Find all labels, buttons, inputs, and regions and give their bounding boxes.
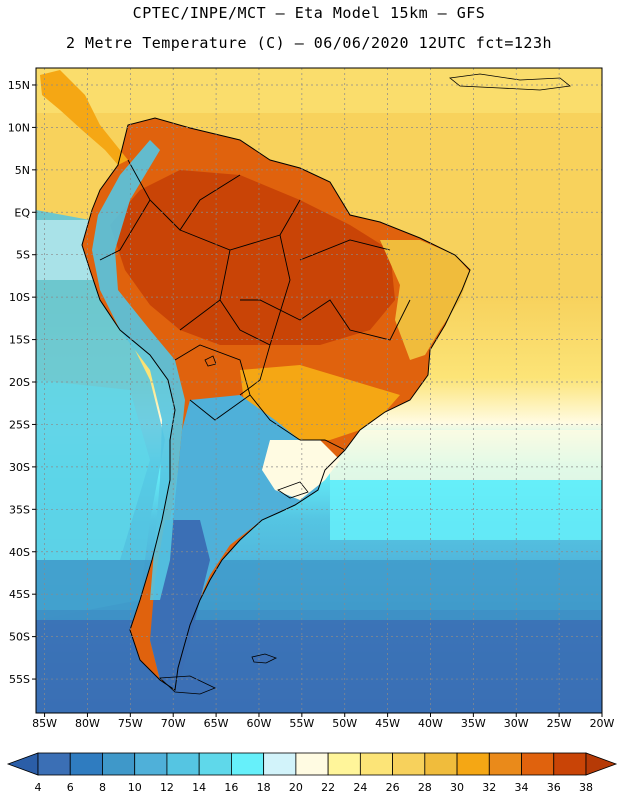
colorbar-level-label: 4 (35, 781, 42, 794)
lat-tick-label: 30S (9, 461, 30, 474)
caribbean-band (36, 68, 602, 113)
colorbar-box (553, 752, 587, 776)
lon-tick-label: 30W (504, 717, 529, 730)
longitude-axis: 85W 80W 75W 70W 65W 60W 55W 50W 45W 40W 35W 30W 25W 2… (32, 713, 615, 730)
lat-tick-label: 40S (9, 546, 30, 559)
map-field (36, 68, 602, 713)
lon-tick-label: 60W (247, 717, 272, 730)
colorbar-box (488, 752, 522, 776)
colorbar-level-label: 36 (547, 781, 561, 794)
andes-ridge (92, 140, 185, 600)
lat-tick-label: 25S (9, 418, 30, 431)
uruguay-region (262, 440, 340, 500)
colorbar-level-label: 22 (321, 781, 335, 794)
colorbar-box (134, 752, 168, 776)
colorbar-box (37, 752, 71, 776)
colorbar-level-label: 14 (192, 781, 206, 794)
amazon-hot-core (110, 170, 395, 345)
lon-tick-label: 75W (118, 717, 143, 730)
colorbar-level-label: 18 (257, 781, 271, 794)
colorbar-box (424, 752, 458, 776)
lat-tick-label: 50S (9, 631, 30, 644)
colorbar-labels: 4 6 8 10 12 14 16 18 20 22 24 26 28 30 32 34 36 38 (35, 781, 594, 794)
latitude-axis: 15N 10N 5N EQ 5S 10S 15S 20S 25S 30S 35S 40S 45S 50S 5… (8, 79, 36, 686)
lat-tick-label: EQ (14, 206, 30, 219)
colorbar-box (263, 752, 297, 776)
lat-tick-label: 15S (9, 334, 30, 347)
lon-tick-label: 35W (461, 717, 486, 730)
country-borders (99, 159, 411, 451)
colorbar-level-label: 20 (289, 781, 303, 794)
lon-tick-label: 50W (332, 717, 357, 730)
colorbar-box (327, 752, 361, 776)
pacific-mid (36, 380, 150, 560)
colorbar-level-label: 30 (450, 781, 464, 794)
lon-tick-label: 80W (75, 717, 100, 730)
colorbar-level-label: 6 (67, 781, 74, 794)
caribbean-islands (449, 73, 571, 91)
colorbar-level-label: 10 (128, 781, 142, 794)
colorbar-box (69, 752, 103, 776)
lat-tick-label: 5N (15, 164, 30, 177)
colorbar-box (102, 752, 136, 776)
lat-tick-label: 15N (8, 79, 30, 92)
map-frame (35, 67, 603, 714)
lat-tick-label: 10S (9, 291, 30, 304)
map-title: CPTEC/INPE/MCT – Eta Model 15km – GFS (132, 4, 486, 22)
lon-tick-label: 55W (289, 717, 314, 730)
colorbar-box (392, 752, 426, 776)
colorbar-level-label: 34 (515, 781, 529, 794)
lon-tick-label: 40W (418, 717, 443, 730)
colorbar-boxes (6, 752, 618, 776)
colorbar-box (359, 752, 393, 776)
colorbar-box (295, 752, 329, 776)
colorbar-level-label: 26 (386, 781, 400, 794)
colorbar-box (456, 752, 490, 776)
lat-tick-label: 10N (8, 121, 30, 134)
colorbar-level-label: 8 (99, 781, 106, 794)
colorbar-high-arrow (585, 752, 618, 776)
lon-tick-label: 65W (204, 717, 229, 730)
atlantic-cool-band (330, 480, 602, 540)
central-america-land (40, 70, 128, 165)
lon-tick-label: 70W (161, 717, 186, 730)
lat-tick-label: 20S (9, 376, 30, 389)
colorbar-level-label: 32 (482, 781, 496, 794)
atlantic-warm-band (330, 430, 602, 480)
southern-mid-ocean (36, 560, 602, 620)
lon-tick-label: 20W (590, 717, 615, 730)
colorbar-box (166, 752, 200, 776)
colorbar-level-label: 38 (579, 781, 593, 794)
northeast-brazil (380, 240, 470, 360)
lat-tick-label: 35S (9, 503, 30, 516)
colorbar-box (521, 752, 555, 776)
lat-tick-label: 55S (9, 673, 30, 686)
southeast-brazil (240, 365, 400, 440)
lon-tick-label: 45W (375, 717, 400, 730)
colorbar-low-arrow (6, 752, 39, 776)
colorbar: 4 6 8 10 12 14 16 18 20 22 24 26 28 30 32 34 36 38 (6, 752, 618, 794)
coastline (81, 117, 471, 691)
lat-tick-label: 45S (9, 588, 30, 601)
colorbar-level-label: 24 (353, 781, 367, 794)
temperature-map: 15N 10N 5N EQ 5S 10S 15S 20S 25S 30S 35S 40S 45S 50S 5… (8, 67, 615, 730)
lon-tick-label: 25W (547, 717, 572, 730)
lon-tick-label: 85W (32, 717, 57, 730)
graticule (36, 68, 603, 713)
map-subtitle: 2 Metre Temperature (C) – 06/06/2020 12U… (65, 34, 553, 52)
colorbar-level-label: 12 (160, 781, 174, 794)
falkland-islands (251, 653, 278, 664)
colorbar-box (231, 752, 265, 776)
colorbar-level-label: 16 (224, 781, 238, 794)
uruguay-lagoon (277, 481, 309, 499)
colorbar-level-label: 28 (418, 781, 432, 794)
southern-ocean (36, 610, 602, 713)
lat-tick-label: 5S (16, 249, 30, 262)
colorbar-box (198, 752, 232, 776)
